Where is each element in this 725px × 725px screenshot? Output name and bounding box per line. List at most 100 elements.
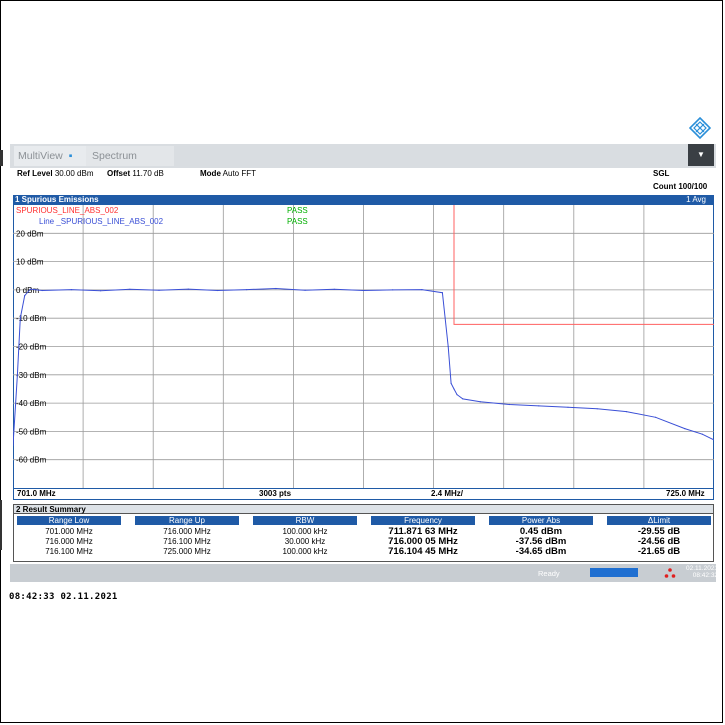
x-axis-bar: 701.0 MHz 3003 pts 2.4 MHz/ 725.0 MHz: [13, 488, 714, 500]
diagram-header: 1 Spurious Emissions 1 Avg: [13, 195, 714, 205]
table-cell: 716.000 MHz: [45, 537, 93, 546]
limit-line-label: SPURIOUS_LINE_ABS_002: [16, 206, 119, 215]
trace-point: [29, 288, 32, 290]
table-cell: 711.871 63 MHz: [388, 526, 458, 537]
table-cell: 716.104 45 MHz: [388, 546, 458, 557]
trace-point: [625, 411, 628, 413]
trace-point: [187, 288, 189, 290]
result-summary-table: Range Low Range Up RBW Frequency Power Abs ΔL…: [13, 514, 714, 562]
sweep-count: Count 100/100: [653, 182, 708, 191]
table-cell: 716.100 MHz: [45, 547, 93, 556]
diagram-title: 1 Spurious Emissions: [15, 195, 99, 204]
offset: Offset 11.70 dB: [107, 169, 164, 178]
trace-point: [447, 345, 449, 348]
table-cell: 30.000 kHz: [284, 537, 326, 546]
table-cell: -37.56 dBm: [515, 536, 567, 547]
trace-point: [567, 406, 569, 408]
trace-point: [655, 416, 657, 418]
trace-point: [70, 289, 72, 291]
trace-point: [129, 288, 131, 290]
tab-spectrum[interactable]: Spectrum: [86, 146, 174, 166]
trace-label: 1 Avg: [686, 195, 706, 204]
column-header: Frequency: [371, 516, 475, 525]
limit-line-result: PASS: [287, 206, 308, 215]
y-tick-label: 20 dBm: [16, 229, 44, 238]
trace-point: [275, 287, 277, 290]
x-div-label: 2.4 MHz/: [431, 489, 464, 498]
y-tick-label: -30 dBm: [16, 371, 47, 380]
progress-bar: [590, 568, 638, 577]
trace-point: [450, 382, 452, 384]
trace-point: [684, 428, 686, 430]
status-datetime: 02.11.2021 08:42:32: [686, 565, 718, 579]
status-bar: Ready 02.11.2021 08:42:32: [10, 564, 718, 582]
tab-multiview[interactable]: MultiView ▪: [14, 146, 88, 166]
trace-point: [19, 317, 21, 319]
column-header: ΔLimit: [607, 516, 711, 525]
y-tick-label: -50 dBm: [16, 427, 47, 436]
capture-timestamp: 08:42:33 02.11.2021: [9, 592, 118, 602]
table-cell: 0.45 dBm: [519, 526, 563, 537]
column-header: Range Up: [135, 516, 239, 525]
table-cell: -21.65 dB: [637, 546, 681, 557]
y-tick-label: -10 dBm: [16, 314, 47, 323]
trace-point: [24, 295, 26, 297]
table-cell: 725.000 MHz: [163, 547, 211, 556]
left-edge-marker: [0, 150, 3, 166]
trace-point: [453, 388, 455, 390]
table-cell: 701.000 MHz: [45, 527, 93, 536]
table-cell: 100.000 kHz: [282, 527, 328, 536]
trace-point: [16, 374, 18, 376]
result-summary-header: 2 Result Summary: [13, 504, 714, 514]
tab-label: MultiView: [18, 150, 63, 162]
mode-value: Auto FFT: [222, 169, 257, 178]
trace-point: [479, 401, 481, 403]
chevron-down-icon[interactable]: ▼: [688, 144, 714, 166]
column-header: Range Low: [17, 516, 121, 525]
table-cell: 100.000 kHz: [282, 547, 328, 556]
trace-point: [362, 289, 365, 292]
y-tick-label: -40 dBm: [16, 399, 47, 408]
status-date: 02.11.2021: [686, 565, 719, 572]
y-tick-label: -60 dBm: [16, 456, 47, 465]
table-cell: -34.65 dBm: [515, 546, 567, 557]
column-header: Power Abs: [489, 516, 593, 525]
line-label: Line _SPURIOUS_LINE_ABS_002: [39, 217, 164, 226]
trace-point: [462, 398, 464, 400]
rohde-schwarz-logo-icon: [689, 117, 711, 139]
sweep-mode: SGL: [653, 169, 670, 178]
trace-point: [158, 289, 160, 291]
spectrum-plot[interactable]: 20 dBm 10 dBm 0 dBm -10 dBm -20 dBm -30 dBm -4…: [13, 205, 714, 488]
line-result: PASS: [287, 217, 308, 226]
status-ready: Ready: [538, 569, 560, 578]
table-cell: -24.56 dB: [637, 536, 681, 547]
trace-point: [13, 444, 14, 447]
x-start-label: 701.0 MHz: [17, 489, 56, 498]
trace-point: [100, 290, 102, 292]
left-edge-marker: [0, 500, 2, 550]
trace-point: [456, 394, 458, 396]
network-alert-icon[interactable]: [664, 568, 676, 578]
trace-point: [333, 288, 335, 290]
trace-point: [216, 289, 219, 292]
trace-point: [508, 403, 511, 406]
trace-point: [41, 289, 43, 292]
mode: Mode Auto FFT: [200, 169, 257, 178]
table-cell: 716.100 MHz: [163, 537, 211, 546]
table-cell: -29.55 dB: [637, 526, 681, 537]
trace-point: [538, 405, 540, 407]
y-tick-label: 0 dBm: [16, 286, 39, 295]
tab-close-icon[interactable]: ▪: [68, 150, 73, 162]
trace-point: [304, 289, 306, 291]
ref-level: Ref Level 30.00 dBm: [17, 169, 94, 178]
table-cell: 716.000 MHz: [163, 527, 211, 536]
result-summary-title: 2 Result Summary: [16, 505, 86, 514]
column-header: RBW: [253, 516, 357, 525]
trace-point: [392, 289, 394, 291]
x-points-label: 3003 pts: [259, 489, 292, 498]
status-time: 08:42:32: [692, 572, 719, 579]
trace-point: [713, 439, 714, 441]
y-tick-label: -20 dBm: [16, 343, 47, 352]
tab-label: Spectrum: [92, 150, 137, 162]
